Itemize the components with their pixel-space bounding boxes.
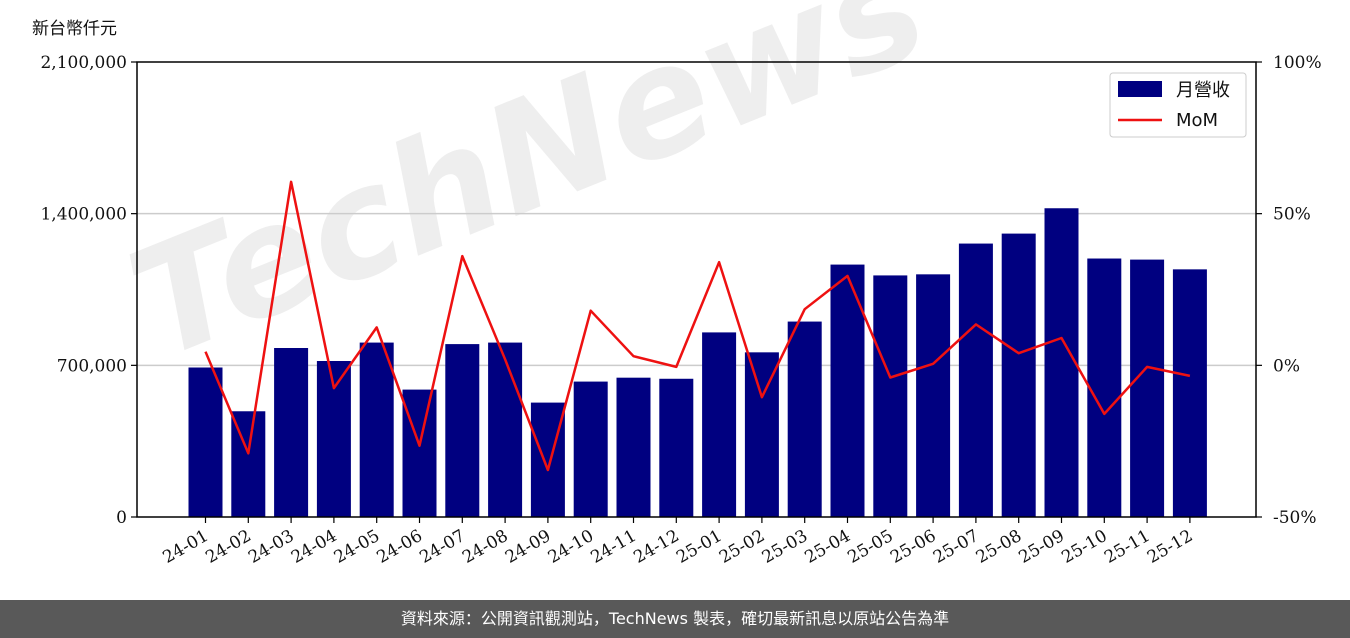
x-tick-label: 25-08 (973, 526, 1025, 568)
x-tick-label: 24-09 (502, 526, 554, 568)
y-right-tick-label: 0% (1273, 356, 1300, 376)
chart-area: TechNews 0 700,000 1,400,000 2,100,000 -50% 0%… (32, 0, 1322, 568)
legend-swatch-bar (1118, 81, 1162, 97)
y-left-tick-label: 2,100,000 (40, 53, 127, 73)
bar-24-01 (188, 367, 223, 517)
legend-label-revenue: 月營收 (1176, 80, 1230, 101)
x-tick-label: 24-07 (416, 526, 468, 568)
source-footer: 資料來源：公開資訊觀測站，TechNews 製表，確切最新訊息以原站公告為準 (0, 600, 1350, 638)
x-tick-label: 25-01 (673, 526, 725, 568)
x-tick-label: 24-11 (588, 526, 640, 568)
x-tick-label: 25-10 (1058, 526, 1110, 568)
bar-24-10 (573, 381, 608, 517)
y-right-tick-label: 100% (1273, 53, 1322, 73)
x-tick-label: 25-03 (759, 526, 811, 568)
x-tick-label: 25-11 (1101, 526, 1153, 568)
plot-frame (136, 61, 1257, 518)
bar-25-10 (1087, 258, 1122, 517)
watermark-text: TechNews (108, 0, 948, 393)
bar-24-12 (659, 378, 694, 517)
revenue-mom-chart: TechNews 0 700,000 1,400,000 2,100,000 -50% 0%… (40, 0, 1322, 568)
y-left-tick-label: 700,000 (57, 356, 127, 376)
x-tick-label: 24-04 (288, 526, 340, 568)
bar-24-09 (530, 402, 565, 517)
x-tick-label: 24-08 (459, 526, 511, 568)
bar-24-05 (359, 342, 394, 517)
x-tick-label: 24-01 (160, 526, 212, 568)
x-tick-label: 25-04 (802, 526, 854, 568)
bar-25-12 (1172, 269, 1207, 517)
x-tick-label: 24-12 (630, 526, 682, 568)
x-tick-label: 25-12 (1144, 526, 1196, 568)
x-tick-label: 24-02 (202, 526, 254, 568)
bar-25-08 (1001, 233, 1036, 517)
x-tick-label: 24-10 (545, 526, 597, 568)
bar-24-06 (402, 389, 437, 517)
bar-24-08 (488, 342, 523, 517)
bar-24-03 (274, 348, 309, 517)
bar-25-07 (958, 243, 993, 518)
x-tick-label: 25-06 (887, 526, 939, 568)
bar-25-09 (1044, 208, 1079, 517)
y-right-tick-label: 50% (1273, 205, 1311, 225)
legend-label-mom: MoM (1176, 110, 1218, 131)
bar-25-01 (702, 332, 737, 517)
x-tick-label: 25-09 (1016, 526, 1068, 568)
y-left-tick-label: 1,400,000 (40, 205, 127, 225)
x-tick-label: 25-05 (844, 526, 896, 568)
mom-line (204, 180, 1191, 472)
bar-25-05 (873, 275, 908, 517)
x-tick-label: 24-06 (374, 526, 426, 568)
x-tick-label: 25-02 (716, 526, 768, 568)
x-tick-label: 24-05 (331, 526, 383, 568)
bar-25-11 (1130, 259, 1165, 517)
bar-24-11 (616, 377, 651, 517)
bar-25-04 (830, 264, 865, 517)
bar-25-06 (916, 274, 951, 517)
x-tick-label: 25-07 (930, 526, 982, 568)
x-tick-label: 24-03 (245, 526, 297, 568)
y-left-tick-label: 0 (116, 508, 127, 528)
y-left-unit-label: 新台幣仟元 (32, 19, 117, 39)
bar-25-03 (787, 321, 822, 517)
bar-24-07 (445, 344, 480, 517)
y-right-tick-label: -50% (1273, 508, 1317, 528)
bar-25-02 (744, 352, 779, 517)
